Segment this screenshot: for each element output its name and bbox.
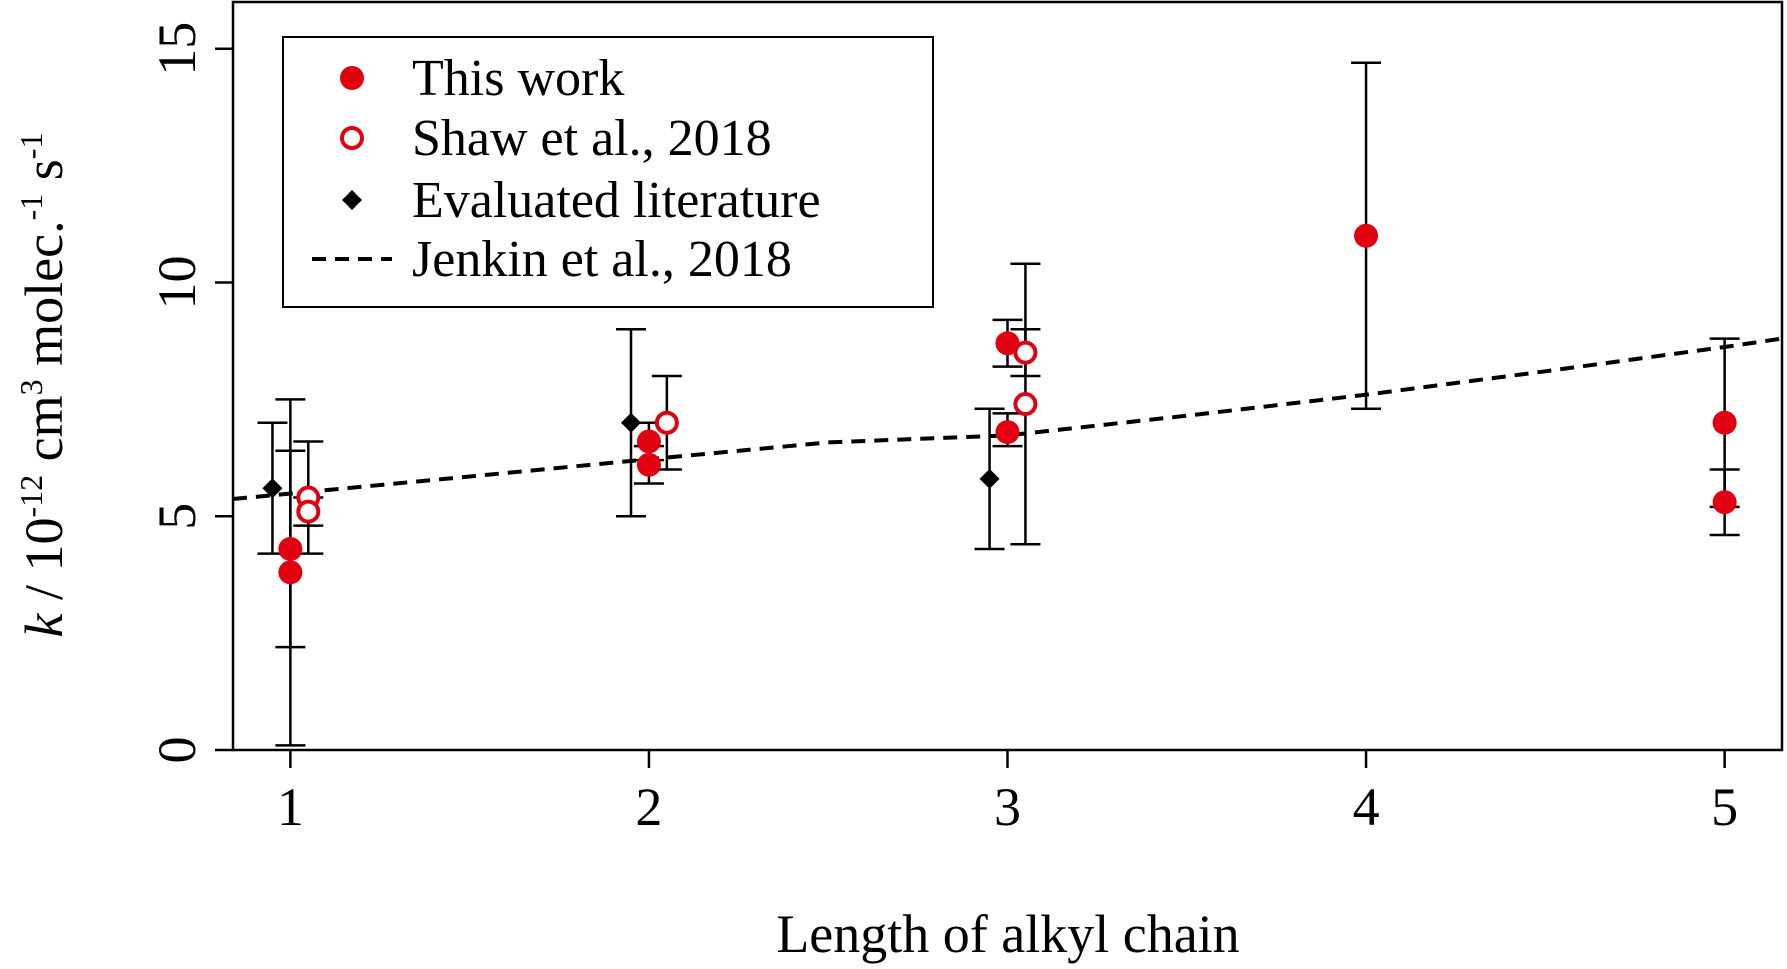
data-point-this-work <box>995 331 1020 356</box>
y-tick-label: 5 <box>147 503 207 530</box>
data-point-this-work <box>1354 223 1379 248</box>
legend-item-jenkin: Jenkin et al., 2018 <box>312 231 792 288</box>
legend-label-shaw: Shaw et al., 2018 <box>412 110 772 167</box>
legend-label-evaluated: Evaluated literature <box>412 172 821 229</box>
data-point-evaluated <box>979 468 1000 489</box>
y-axis-title-exp1: -12 <box>13 475 49 518</box>
data-point-this-work <box>995 420 1020 445</box>
legend-marker-diamond <box>342 190 362 210</box>
x-tick-label: 3 <box>994 777 1021 837</box>
x-tick-label: 5 <box>1711 777 1738 837</box>
legend-marker-open-circle <box>340 126 364 150</box>
legend-item-shaw: Shaw et al., 2018 <box>340 110 772 167</box>
data-point-this-work <box>1712 410 1737 435</box>
data-point-this-work <box>636 429 661 454</box>
y-axis-title-part3: molec. <box>14 220 74 379</box>
legend-item-evaluated: Evaluated literature <box>342 172 821 229</box>
legend-box <box>282 36 934 308</box>
data-point-shaw <box>1013 340 1038 365</box>
jenkin-fit-line <box>232 336 1783 501</box>
x-tick-label: 1 <box>277 777 304 837</box>
y-tick-label: 0 <box>147 737 207 764</box>
data-point-this-work <box>1712 490 1737 515</box>
data-point-evaluated <box>621 412 642 433</box>
y-axis-title-exp2: 3 <box>13 379 49 395</box>
y-axis-title-exp4: -1 <box>13 133 49 160</box>
data-point-evaluated <box>262 478 283 499</box>
x-axis-title: Length of alkyl chain <box>776 904 1239 964</box>
y-axis-title: k / 10-12 cm3 molec.-1 s-1 <box>13 133 74 638</box>
data-point-shaw <box>654 410 679 435</box>
y-axis-title-part2: cm <box>14 395 74 474</box>
data-point-this-work <box>278 560 303 585</box>
data-point-this-work <box>278 536 303 561</box>
data-point-this-work <box>636 452 661 477</box>
legend-item-this-work: This work <box>340 50 624 107</box>
y-axis-title-k: k <box>14 612 74 637</box>
legend-marker-filled-circle <box>340 66 364 90</box>
y-tick-label: 15 <box>147 22 207 76</box>
legend-label-this-work: This work <box>412 50 624 107</box>
data-point-shaw <box>1013 392 1038 417</box>
x-tick-label: 2 <box>635 777 662 837</box>
y-axis-title-part4: s <box>14 159 74 194</box>
legend-label-jenkin: Jenkin et al., 2018 <box>412 231 792 288</box>
plot-area <box>232 61 1783 747</box>
y-axis-title-exp3: -1 <box>13 194 49 221</box>
data-point-shaw <box>296 499 321 524</box>
axes: 1 2 3 4 5 0 5 10 15 <box>147 0 1784 837</box>
y-axis-title-part1: / 10 <box>14 517 74 613</box>
legend: This work Shaw et al., 2018 Evaluated li… <box>282 36 934 308</box>
y-tick-label: 10 <box>147 256 207 310</box>
x-tick-label: 4 <box>1353 777 1380 837</box>
